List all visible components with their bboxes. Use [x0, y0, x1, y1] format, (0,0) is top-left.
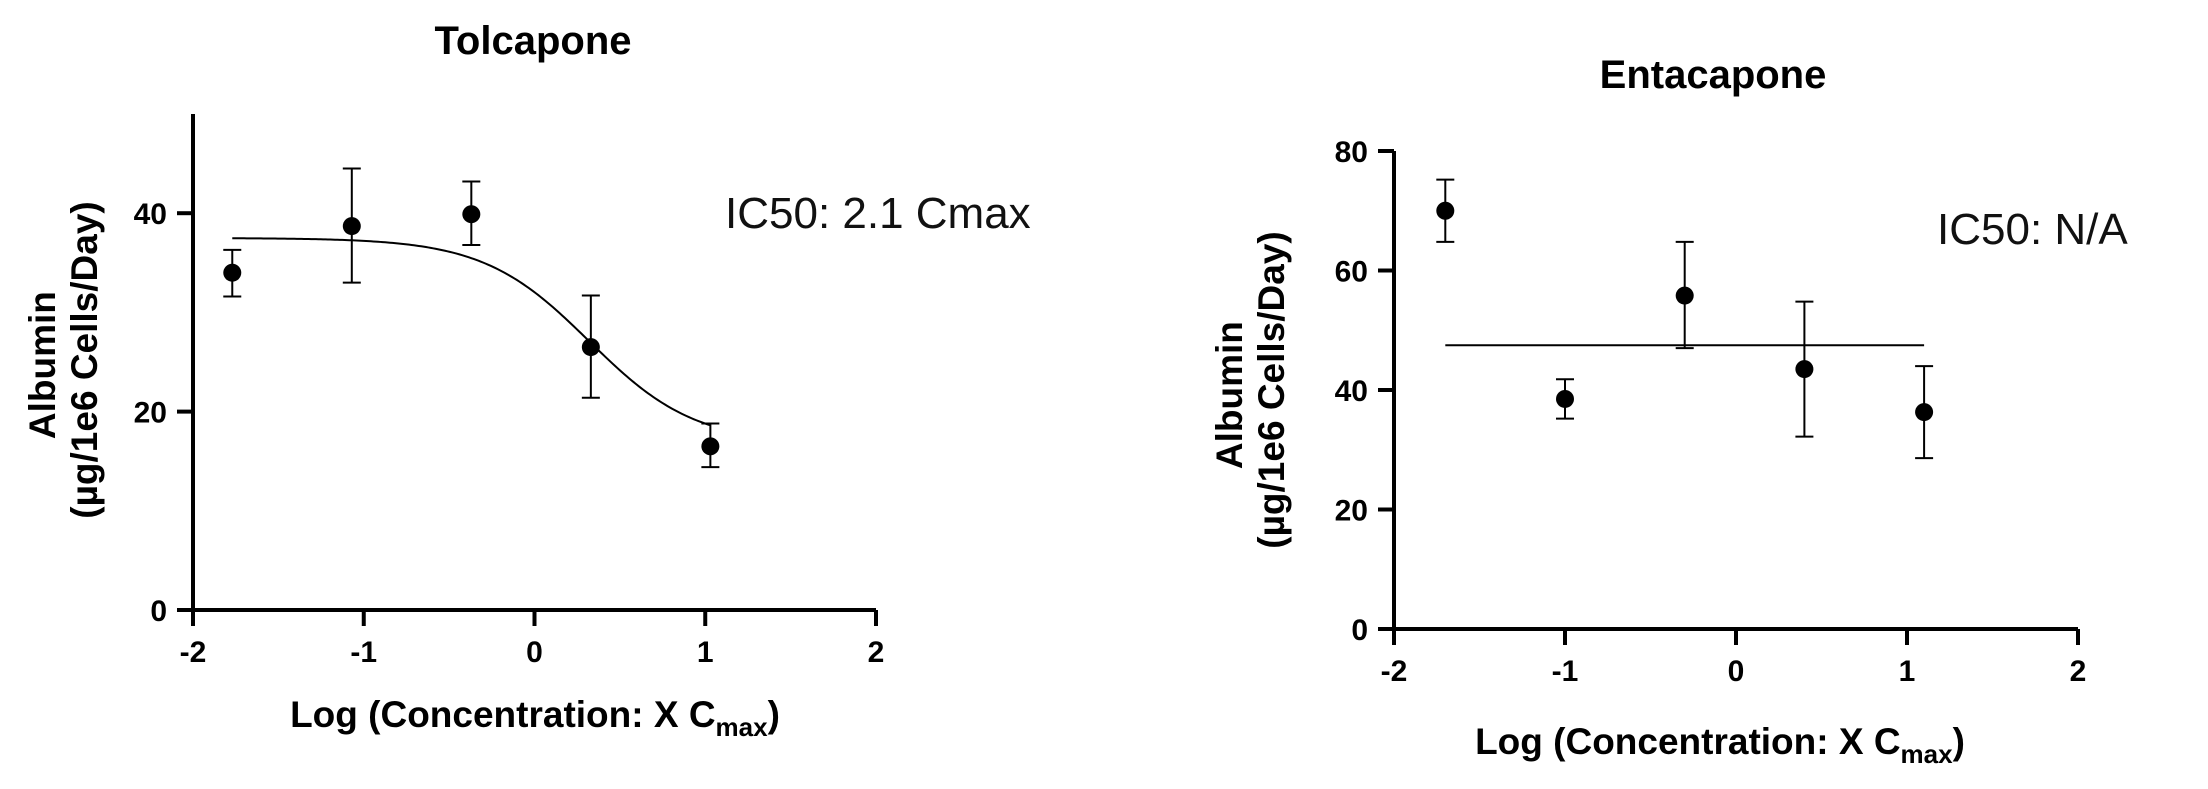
data-point — [462, 205, 481, 224]
x-tick-label: 2 — [2070, 655, 2087, 688]
x-tick-label: -2 — [1381, 655, 1408, 688]
x-axis-label-close: ) — [1953, 721, 1965, 762]
y-tick-label: 60 — [1335, 256, 1368, 289]
y-tick-label: 20 — [134, 397, 167, 430]
y-tick-label: 20 — [1335, 495, 1368, 528]
x-tick-label: 0 — [1728, 655, 1745, 688]
x-axis-label-main: Log (Concentration: X C — [290, 694, 715, 735]
x-tick-label: -1 — [1552, 655, 1579, 688]
fit-curve — [232, 237, 711, 427]
chart-title: Entacapone — [1600, 53, 1827, 97]
y-tick-label: 0 — [1351, 614, 1368, 647]
x-tick-label: 0 — [526, 636, 543, 669]
x-tick-label: -1 — [350, 636, 377, 669]
chart-title: Tolcapone — [434, 19, 631, 63]
x-axis-label: Log (Concentration: X Cmax) — [290, 694, 780, 742]
x-axis-label-main: Log (Concentration: X C — [1475, 721, 1900, 762]
tolcapone-panel: Tolcapone Albumin (µg/1e6 Cells/Day) Log… — [22, 19, 1031, 742]
x-tick-label: 2 — [868, 636, 885, 669]
y-tick-label: 40 — [1335, 375, 1368, 408]
y-axis-label: Albumin (µg/1e6 Cells/Day) — [22, 201, 105, 518]
y-axis-label-line2: (µg/1e6 Cells/Day) — [64, 201, 105, 518]
x-axis-label-close: ) — [768, 694, 780, 735]
data-point — [1795, 360, 1814, 379]
x-tick-label: -2 — [180, 636, 207, 669]
data-point — [581, 338, 600, 357]
ic50-annotation: IC50: N/A — [1937, 205, 2128, 254]
data-point — [223, 263, 242, 282]
y-tick-label: 40 — [134, 198, 167, 231]
x-axis-label-sub: max — [1901, 739, 1954, 769]
y-axis-label-line1: Albumin — [22, 291, 63, 439]
entacapone-panel: Entacapone Albumin (µg/1e6 Cells/Day) Lo… — [1209, 53, 2128, 769]
data-point — [342, 217, 361, 236]
data-point — [701, 437, 720, 456]
y-tick-label: 0 — [150, 595, 167, 628]
y-axis-label-line2: (µg/1e6 Cells/Day) — [1251, 231, 1292, 548]
x-tick-label: 1 — [1899, 655, 1916, 688]
data-point — [1556, 389, 1574, 408]
y-tick-label: 80 — [1335, 136, 1368, 169]
x-axis-label-sub: max — [716, 712, 769, 742]
x-axis-label: Log (Concentration: X Cmax) — [1475, 721, 1965, 769]
y-axis-label-line1: Albumin — [1209, 321, 1250, 469]
y-axis-label: Albumin (µg/1e6 Cells/Day) — [1209, 231, 1292, 548]
x-tick-label: 1 — [697, 636, 714, 669]
ic50-annotation: IC50: 2.1 Cmax — [725, 189, 1031, 238]
data-point — [1675, 286, 1694, 305]
data-point — [1436, 201, 1455, 220]
data-point — [1915, 403, 1934, 422]
